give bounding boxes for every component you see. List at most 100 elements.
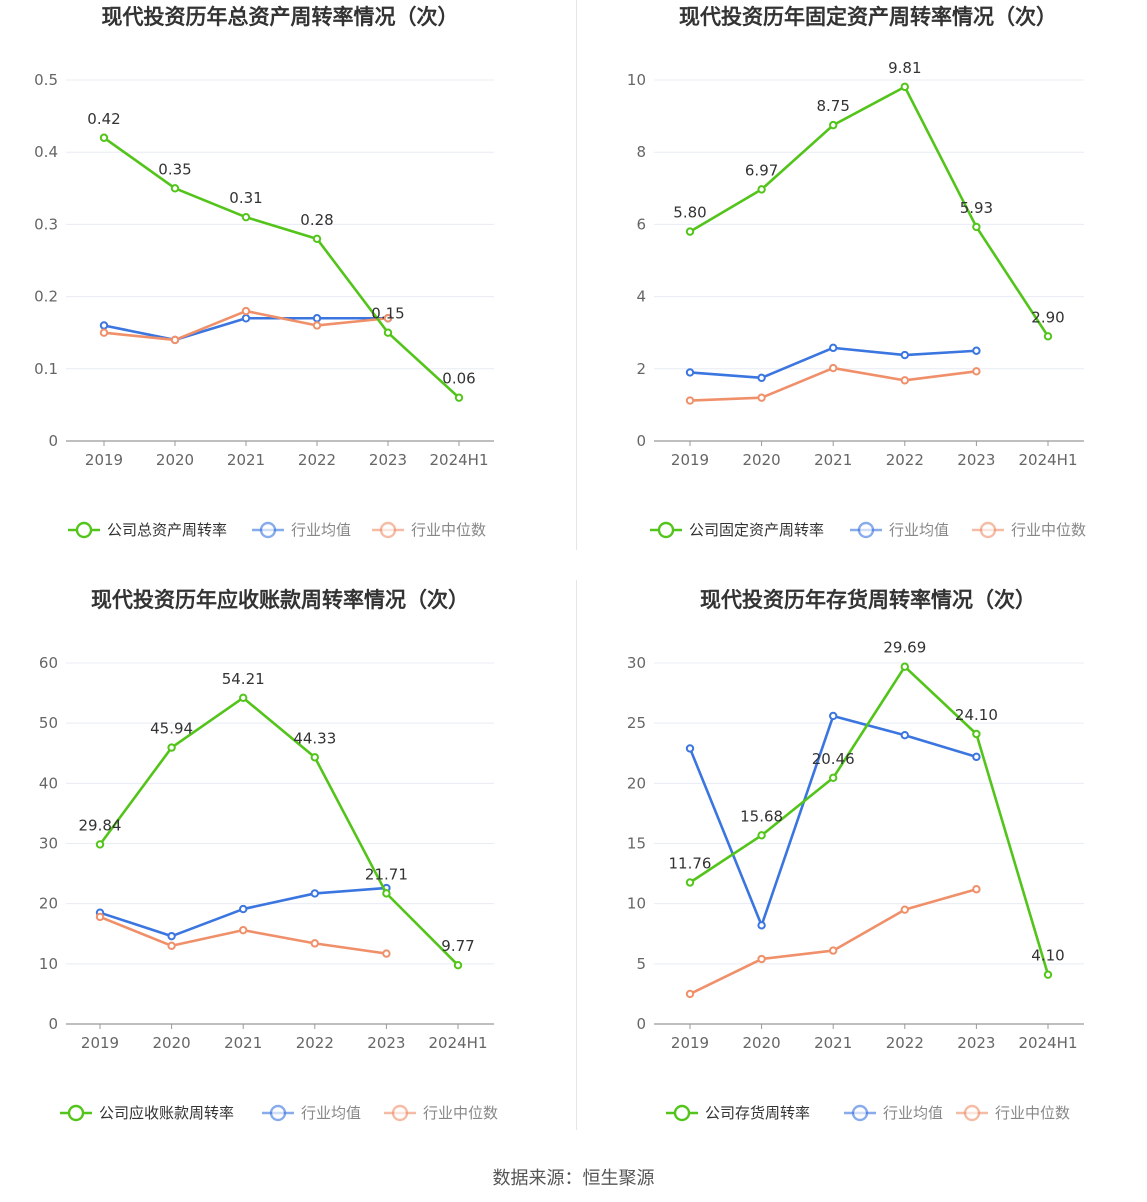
x-tick-label: 2022 (886, 451, 924, 469)
data-label: 0.06 (442, 370, 475, 388)
data-point-company (829, 773, 838, 782)
legend-item-industry-average[interactable]: 行业均值 (262, 1104, 361, 1122)
data-point-industry-median (972, 367, 981, 376)
legend-label: 行业中位数 (423, 1104, 498, 1122)
data-label: 20.46 (812, 750, 855, 768)
data-point-industry-average (900, 350, 909, 360)
legend-marker (979, 521, 997, 539)
legend-item-industry-average[interactable]: 行业均值 (850, 521, 949, 539)
legend-item-company[interactable]: 公司固定资产周转率 (650, 521, 824, 539)
data-point-industry-median (900, 376, 909, 385)
data-label: 15.68 (740, 807, 783, 825)
data-point-company (900, 82, 909, 92)
data-point-industry-average (241, 314, 251, 323)
chart-title: 现代投资历年总资产周转率情况（次） (102, 5, 459, 29)
legend-marker (857, 521, 875, 539)
data-point-company (312, 234, 322, 244)
y-tick-label: 0.4 (34, 143, 58, 161)
legend-item-company[interactable]: 公司总资产周转率 (68, 521, 227, 539)
data-point-company (170, 184, 180, 193)
data-point-industry-median (239, 925, 248, 935)
x-tick-label: 2024H1 (430, 451, 489, 469)
data-point-industry-average (685, 744, 695, 753)
data-label: 0.35 (158, 160, 191, 178)
data-point-company (454, 393, 464, 402)
data-source-note: 数据来源：恒生聚源 (492, 1168, 655, 1189)
legend-item-industry-median[interactable]: 行业中位数 (956, 1104, 1070, 1122)
x-tick-label: 2020 (153, 1034, 191, 1052)
y-tick-label: 10 (627, 895, 646, 913)
y-tick-label: 15 (627, 835, 646, 853)
chart-fixed-asset-turnover: 现代投资历年固定资产周转率情况（次） 0 2 4 6 8 10 2019 2020 2021 202… (627, 5, 1086, 539)
y-tick-label: 0 (636, 432, 646, 450)
series-line-company (103, 136, 460, 399)
data-point-company (167, 743, 176, 752)
data-point-company (685, 878, 695, 887)
series-line-industry-median (689, 887, 977, 996)
data-label: 6.97 (745, 161, 778, 179)
data-point-industry-median (829, 946, 838, 955)
legend-marker (657, 521, 675, 539)
y-tick-label: 0.3 (34, 215, 58, 233)
legend-label: 行业均值 (301, 1104, 361, 1122)
data-point-company (239, 693, 248, 703)
data-label: 9.81 (888, 59, 921, 77)
y-tick-label: 6 (636, 215, 646, 233)
legend-item-company[interactable]: 公司应收账款周转率 (60, 1104, 234, 1122)
legend-label: 公司应收账款周转率 (99, 1104, 234, 1122)
legend-item-industry-median[interactable]: 行业中位数 (384, 1104, 498, 1122)
legend-item-industry-average[interactable]: 行业均值 (252, 521, 351, 539)
legend-item-industry-median[interactable]: 行业中位数 (972, 521, 1086, 539)
series-line-company (98, 696, 459, 967)
x-tick-label: 2022 (296, 1034, 334, 1052)
x-tick-label: 2021 (814, 451, 852, 469)
data-point-industry-average (99, 321, 109, 330)
data-point-company (382, 889, 391, 898)
y-tick-label: 2 (636, 360, 646, 378)
y-tick-label: 0 (636, 1015, 646, 1033)
data-point-industry-median (382, 949, 391, 958)
legend-label: 行业中位数 (995, 1104, 1070, 1122)
data-label: 44.33 (293, 729, 336, 747)
data-point-company (757, 831, 766, 840)
legend-item-company[interactable]: 公司存货周转率 (666, 1104, 810, 1122)
legend-marker (673, 1104, 691, 1122)
data-point-industry-average (167, 931, 176, 941)
chart-title: 现代投资历年应收账款周转率情况（次） (91, 588, 469, 612)
data-point-industry-average (312, 314, 322, 323)
data-point-industry-median (900, 905, 909, 914)
legend-item-industry-median[interactable]: 行业中位数 (372, 521, 486, 539)
x-tick-label: 2021 (224, 1034, 262, 1052)
data-label: 0.42 (87, 110, 120, 128)
data-label: 4.10 (1031, 947, 1064, 965)
y-tick-label: 50 (39, 714, 58, 732)
y-tick-label: 20 (627, 774, 646, 792)
data-point-industry-average (900, 731, 909, 740)
data-point-company (685, 227, 695, 236)
series-line-industry-median (689, 366, 977, 402)
data-point-company (383, 328, 393, 337)
x-tick-label: 2021 (227, 451, 265, 469)
series-line-company (689, 665, 1050, 976)
legend-label: 公司存货周转率 (705, 1104, 810, 1122)
y-tick-label: 30 (627, 654, 646, 672)
data-label: 29.69 (883, 639, 926, 657)
data-point-industry-median (757, 954, 766, 964)
chart-title: 现代投资历年存货周转率情况（次） (700, 588, 1036, 612)
data-label: 29.84 (79, 816, 122, 834)
y-tick-label: 25 (627, 714, 646, 732)
x-tick-label: 2019 (85, 451, 123, 469)
data-label: 45.94 (150, 720, 193, 738)
data-point-industry-average (757, 921, 766, 930)
data-point-company (757, 185, 766, 194)
legend-marker (67, 1104, 85, 1122)
y-tick-label: 0.1 (34, 360, 58, 378)
data-point-industry-average (310, 889, 319, 898)
data-label: 0.15 (371, 305, 404, 323)
x-tick-label: 2020 (156, 451, 194, 469)
x-tick-label: 2023 (367, 1034, 405, 1052)
legend-item-industry-average[interactable]: 行业均值 (844, 1104, 943, 1122)
legend-label: 行业均值 (291, 521, 351, 539)
x-tick-label: 2024H1 (429, 1034, 488, 1052)
y-tick-label: 20 (39, 895, 58, 913)
